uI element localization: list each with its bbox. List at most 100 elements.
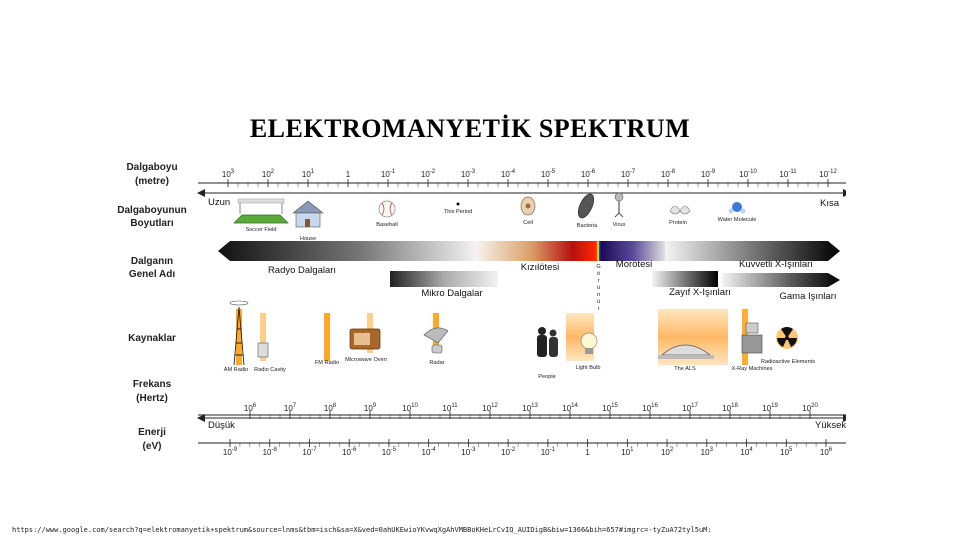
gamma-band: Gama Işınları bbox=[722, 273, 840, 302]
wavelength-tick-label: 10-5 bbox=[541, 169, 556, 179]
svg-text:(metre): (metre) bbox=[135, 176, 169, 187]
radio-band: Radyo Dalgaları bbox=[218, 241, 478, 276]
svg-text:Bacteria: Bacteria bbox=[577, 223, 598, 229]
hard-xray-label: Kuvvetli X-Işınları bbox=[739, 259, 813, 270]
virus-icon: Virus bbox=[613, 192, 626, 228]
energy-tick-label: 105 bbox=[780, 447, 793, 457]
visible-label-letter: r bbox=[598, 306, 600, 312]
svg-text:Genel Adı: Genel Adı bbox=[129, 269, 176, 280]
svg-text:Cell: Cell bbox=[523, 220, 533, 226]
gamma-label: Gama Işınları bbox=[779, 291, 836, 302]
wavelength-tick-label: 10-12 bbox=[819, 169, 837, 179]
energy-tick-label: 101 bbox=[621, 447, 634, 457]
wavelength-tick-label: 10-10 bbox=[739, 169, 757, 179]
wavelength-long-label: Uzun bbox=[208, 197, 230, 208]
energy-tick-label: 10-4 bbox=[422, 447, 437, 457]
visible-label-letter: ö bbox=[597, 271, 600, 277]
radar-dish-icon: Radar bbox=[423, 327, 449, 366]
wavelength-tick-label: 1 bbox=[346, 170, 351, 179]
svg-text:Dalganın: Dalganın bbox=[131, 256, 173, 267]
visible-label-letter: n bbox=[597, 292, 600, 298]
energy-tick-label: 10-2 bbox=[501, 447, 516, 457]
radioactive-icon: Radioactive Elements bbox=[761, 326, 815, 365]
svg-text:Dalgaboyunun: Dalgaboyunun bbox=[117, 205, 186, 216]
water-molecule-icon: Water Molecule bbox=[718, 202, 757, 223]
spectrum-figure: ELEKTROMANYETİK SPEKTRUM Dalgaboyu (metr… bbox=[110, 93, 852, 474]
source-url: https://www.google.com/search?q=elektrom… bbox=[12, 526, 712, 534]
frequency-tick-label: 1014 bbox=[562, 403, 578, 413]
energy-low-label: Düşük bbox=[208, 420, 235, 431]
people-icon: People bbox=[537, 327, 558, 380]
svg-text:Baseball: Baseball bbox=[376, 222, 397, 228]
frequency-tick-label: 1012 bbox=[482, 403, 498, 413]
svg-text:Protein: Protein bbox=[669, 220, 687, 226]
size-objects: Soccer Field House Baseball This Period … bbox=[233, 192, 757, 242]
energy-tick-label: 10-1 bbox=[541, 447, 556, 457]
radio-cavity-icon: Radio Cavity bbox=[254, 342, 286, 373]
svg-text:House: House bbox=[300, 236, 316, 242]
house-icon: House bbox=[292, 200, 324, 242]
visible-label-letter: G bbox=[596, 264, 600, 270]
svg-text:Microwave Oven: Microwave Oven bbox=[345, 357, 387, 363]
energy-tick-label: 102 bbox=[661, 447, 674, 457]
svg-text:X-Ray Machines: X-Ray Machines bbox=[731, 366, 772, 372]
frequency-tick-label: 1015 bbox=[602, 403, 618, 413]
svg-text:(Hertz): (Hertz) bbox=[136, 393, 168, 404]
wavelength-tick-label: 10-8 bbox=[661, 169, 676, 179]
svg-text:Frekans: Frekans bbox=[133, 379, 172, 390]
microwave-oven-icon: Microwave Oven bbox=[345, 328, 387, 363]
this-period-icon: This Period bbox=[444, 202, 472, 215]
frequency-tick-label: 1011 bbox=[442, 403, 458, 413]
frequency-tick-label: 1017 bbox=[682, 403, 698, 413]
energy-tick-label: 10-3 bbox=[461, 447, 476, 457]
svg-text:Kaynaklar: Kaynaklar bbox=[128, 333, 176, 344]
ultraviolet-band: Morötesi bbox=[601, 241, 665, 270]
microwave-label: Mikro Dalgalar bbox=[421, 288, 482, 299]
wavelength-tick-label: 101 bbox=[302, 169, 315, 179]
wavelength-tick-label: 10-4 bbox=[501, 169, 516, 179]
row-label-energy: Enerji (eV) bbox=[138, 427, 166, 452]
energy-tick-label: 103 bbox=[701, 447, 714, 457]
visible-label-letter: r bbox=[598, 278, 600, 284]
energy-high-label: Yüksek bbox=[815, 420, 846, 431]
wavelength-tick-label: 102 bbox=[262, 169, 275, 179]
row-label-size: Dalgaboyunun Boyutları bbox=[117, 205, 186, 229]
frequency-tick-label: 1020 bbox=[802, 403, 818, 413]
sources: AM Radio Radio Cavity FM Radio Microwave… bbox=[224, 300, 815, 380]
soft-xray-band: Zayıf X-Işınları bbox=[652, 271, 731, 298]
hard-xray-band: Kuvvetli X-Işınları bbox=[665, 241, 840, 270]
microwave-band: Mikro Dalgalar bbox=[390, 271, 498, 299]
wavelength-tick-label: 10-9 bbox=[701, 169, 716, 179]
svg-text:Water Molecule: Water Molecule bbox=[718, 217, 757, 223]
svg-text:AM Radio: AM Radio bbox=[224, 367, 249, 373]
wavelength-tick-label: 10-2 bbox=[421, 169, 436, 179]
energy-tick-label: 10-6 bbox=[342, 447, 357, 457]
bacteria-icon: Bacteria bbox=[577, 193, 598, 229]
wavelength-tick-label: 10-11 bbox=[779, 169, 797, 179]
energy-scale: 10-9 10-8 10-7 10-6 10-5 10-4 10-3 10-2 10-1 1 101… bbox=[223, 439, 833, 457]
wavelength-tick-label: 10-7 bbox=[621, 169, 636, 179]
visible-label-letter: ü bbox=[597, 299, 600, 305]
xray-machine-icon: X-Ray Machines bbox=[731, 322, 773, 372]
svg-text:FM Radio: FM Radio bbox=[315, 360, 339, 366]
frequency-tick-label: 106 bbox=[244, 403, 257, 413]
frequency-tick-label: 1019 bbox=[762, 403, 778, 413]
svg-text:Boyutları: Boyutları bbox=[130, 218, 174, 229]
energy-tick-label: 106 bbox=[820, 447, 833, 457]
energy-tick-label: 10-5 bbox=[382, 447, 397, 457]
row-label-sources: Kaynaklar bbox=[128, 333, 176, 344]
energy-tick-label: 1 bbox=[585, 448, 590, 457]
svg-text:Dalgaboyu: Dalgaboyu bbox=[126, 162, 177, 173]
ultraviolet-label: Morötesi bbox=[616, 259, 652, 270]
infrared-band: Kızılötesi bbox=[478, 241, 596, 273]
frequency-tick-label: 1013 bbox=[522, 403, 538, 413]
soft-xray-label: Zayıf X-Işınları bbox=[669, 287, 731, 298]
visible-label-letter: ü bbox=[597, 285, 600, 291]
svg-text:People: People bbox=[538, 374, 555, 380]
wavelength-tick-label: 10-6 bbox=[581, 169, 596, 179]
baseball-icon: Baseball bbox=[376, 200, 398, 228]
frequency-tick-label: 1010 bbox=[402, 403, 418, 413]
svg-text:Enerji: Enerji bbox=[138, 427, 166, 438]
